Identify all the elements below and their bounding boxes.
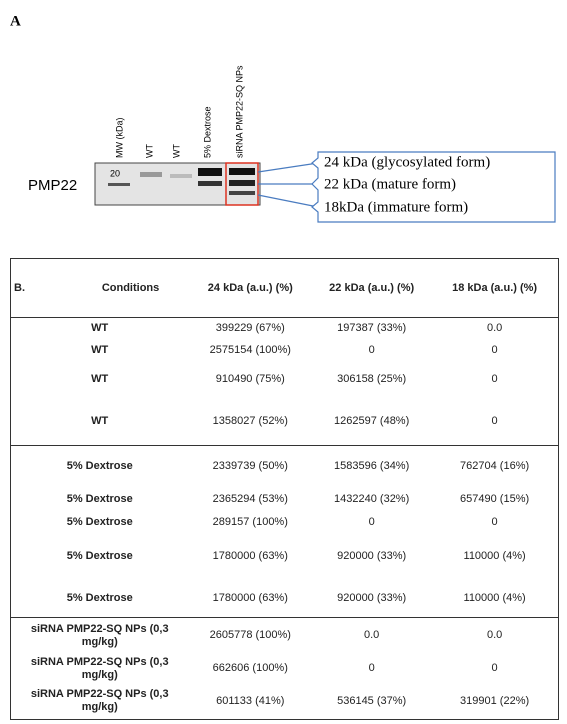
value-cell: 0 xyxy=(431,362,558,398)
value-cell: 0.0 xyxy=(431,318,558,340)
table-row: siRNA PMP22-SQ NPs (0,3 mg/kg)601133 (41… xyxy=(11,684,559,720)
figure: A MW (kDa) WT WT 5% Dextrose siRNA PMP22… xyxy=(0,0,567,724)
column-header: B. xyxy=(11,259,73,318)
lane-label: siRNA PMP22-SQ NPs xyxy=(234,65,244,158)
condition-cell: siRNA PMP22-SQ NPs (0,3 mg/kg) xyxy=(11,618,189,654)
band xyxy=(140,172,162,177)
value-cell: 1780000 (63%) xyxy=(188,534,312,580)
value-cell: 910490 (75%) xyxy=(188,362,312,398)
column-header: 24 kDa (a.u.) (%) xyxy=(188,259,312,318)
value-cell: 920000 (33%) xyxy=(312,580,431,618)
value-cell: 0 xyxy=(312,512,431,534)
value-cell: 0 xyxy=(431,512,558,534)
band xyxy=(108,183,130,186)
value-cell: 2605778 (100%) xyxy=(188,618,312,654)
condition-cell: WT xyxy=(11,362,189,398)
value-cell: 0 xyxy=(312,654,431,684)
value-cell: 399229 (67%) xyxy=(188,318,312,340)
condition-cell: WT xyxy=(11,318,189,340)
condition-cell: siRNA PMP22-SQ NPs (0,3 mg/kg) xyxy=(11,654,189,684)
value-cell: 0 xyxy=(312,340,431,362)
condition-cell: WT xyxy=(11,340,189,362)
value-cell: 319901 (22%) xyxy=(431,684,558,720)
band xyxy=(198,181,222,186)
condition-cell: WT xyxy=(11,398,189,446)
lane-label: MW (kDa) xyxy=(114,118,124,159)
condition-cell: 5% Dextrose xyxy=(11,580,189,618)
value-cell: 289157 (100%) xyxy=(188,512,312,534)
panel-label: A xyxy=(10,13,21,29)
value-cell: 0.0 xyxy=(431,618,558,654)
annotation: 18kDa (immature form) xyxy=(324,199,468,215)
column-header: 22 kDa (a.u.) (%) xyxy=(312,259,431,318)
value-cell: 662606 (100%) xyxy=(188,654,312,684)
marker-label: 20 xyxy=(110,168,120,178)
condition-cell: 5% Dextrose xyxy=(11,488,189,512)
condition-cell: 5% Dextrose xyxy=(11,534,189,580)
value-cell: 0.0 xyxy=(312,618,431,654)
arrows xyxy=(258,163,318,207)
lane-label: WT xyxy=(144,144,154,158)
value-cell: 657490 (15%) xyxy=(431,488,558,512)
value-cell: 1432240 (32%) xyxy=(312,488,431,512)
value-cell: 2339739 (50%) xyxy=(188,446,312,488)
value-cell: 0 xyxy=(431,340,558,362)
value-cell: 110000 (4%) xyxy=(431,580,558,618)
value-cell: 110000 (4%) xyxy=(431,534,558,580)
protein-label: PMP22 xyxy=(28,177,77,194)
value-cell: 0 xyxy=(431,654,558,684)
value-cell: 0 xyxy=(431,398,558,446)
value-cell: 1358027 (52%) xyxy=(188,398,312,446)
value-cell: 762704 (16%) xyxy=(431,446,558,488)
annotation: 22 kDa (mature form) xyxy=(324,176,456,192)
annotation: 24 kDa (glycosylated form) xyxy=(324,154,490,170)
value-cell: 1780000 (63%) xyxy=(188,580,312,618)
condition-cell: 5% Dextrose xyxy=(11,512,189,534)
band xyxy=(229,191,255,195)
band xyxy=(229,168,255,175)
condition-cell: siRNA PMP22-SQ NPs (0,3 mg/kg) xyxy=(11,684,189,720)
value-cell: 1583596 (34%) xyxy=(312,446,431,488)
value-cell: 2575154 (100%) xyxy=(188,340,312,362)
value-cell: 1262597 (48%) xyxy=(312,398,431,446)
table-row: siRNA PMP22-SQ NPs (0,3 mg/kg)2605778 (1… xyxy=(11,618,559,654)
value-cell: 2365294 (53%) xyxy=(188,488,312,512)
lane-label: WT xyxy=(171,144,181,158)
value-cell: 197387 (33%) xyxy=(312,318,431,340)
value-cell: 920000 (33%) xyxy=(312,534,431,580)
band xyxy=(229,180,255,186)
band xyxy=(170,174,192,178)
value-cell: 601133 (41%) xyxy=(188,684,312,720)
lane-label: 5% Dextrose xyxy=(202,106,212,158)
column-header: Conditions xyxy=(73,259,189,318)
band xyxy=(198,168,222,176)
value-cell: 306158 (25%) xyxy=(312,362,431,398)
column-header: 18 kDa (a.u.) (%) xyxy=(431,259,558,318)
value-cell: 536145 (37%) xyxy=(312,684,431,720)
panel-a: A MW (kDa) WT WT 5% Dextrose siRNA PMP22… xyxy=(0,0,567,250)
condition-cell: 5% Dextrose xyxy=(11,446,189,488)
table-row: siRNA PMP22-SQ NPs (0,3 mg/kg)662606 (10… xyxy=(11,654,559,684)
